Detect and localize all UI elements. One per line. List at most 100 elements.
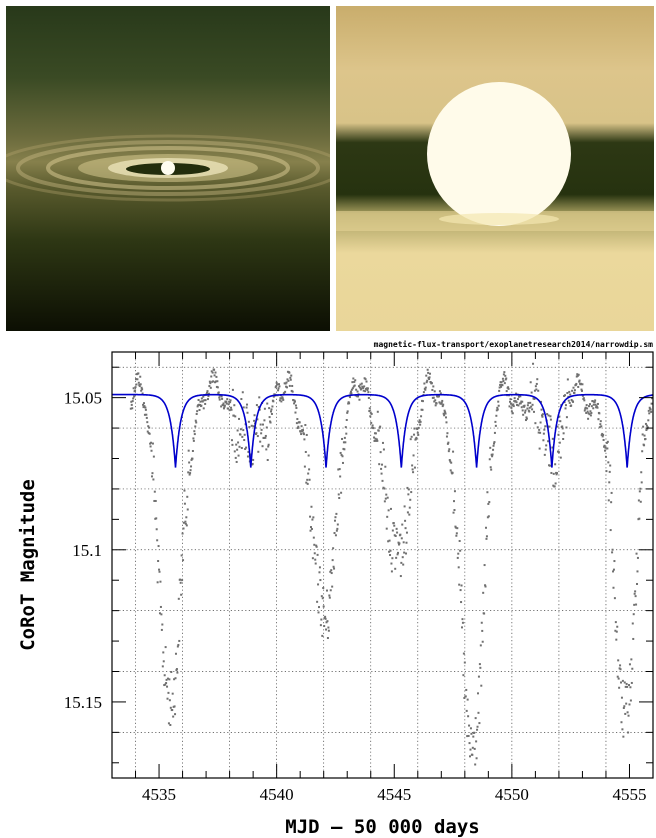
data-point [324,615,327,618]
data-point [502,380,505,383]
data-point [381,479,384,482]
data-point [243,439,246,442]
data-point [476,692,479,695]
data-point [204,399,207,402]
data-point [228,409,231,412]
data-point [158,612,161,615]
data-point [343,448,346,451]
data-point [289,376,292,379]
data-point [460,601,463,604]
data-point [604,449,607,452]
data-point [489,446,492,449]
data-point [325,589,328,592]
data-point [403,551,406,554]
data-point [593,400,596,403]
data-point [362,389,365,392]
data-point [491,455,494,458]
data-point [354,379,357,382]
data-point [566,392,569,395]
grid-lines [112,352,654,778]
data-point [570,404,573,407]
data-point [258,396,261,399]
data-point [573,389,576,392]
data-point [419,423,422,426]
data-point [419,420,422,423]
data-point [564,404,567,407]
data-point [642,425,645,428]
data-point [248,426,251,429]
data-point [458,539,461,542]
data-point [341,437,344,440]
data-point [513,397,516,400]
data-point [466,698,469,701]
data-point [315,544,318,547]
data-point [406,486,409,489]
data-point [384,465,387,468]
data-point [631,622,634,625]
data-point [461,626,464,629]
data-point [312,516,315,519]
data-point [499,383,502,386]
data-point [570,398,573,401]
data-point [135,383,138,386]
data-point [463,696,466,699]
data-point [410,491,413,494]
data-point [291,384,294,387]
data-point [222,407,225,410]
data-point [605,441,608,444]
data-point [550,471,553,474]
data-point [628,703,631,706]
source-path-label: magnetic-flux-transport/exoplanetresearc… [374,339,654,349]
data-point [483,564,486,567]
data-point [239,428,242,431]
data-point [379,425,382,428]
data-point [381,441,384,444]
data-point [367,396,370,399]
data-point [502,373,505,376]
data-point [631,667,634,670]
data-point [236,429,239,432]
data-point [149,445,152,448]
data-point [402,541,405,544]
data-point [378,463,381,466]
data-point [626,685,629,688]
data-point [360,387,363,390]
data-point [588,413,591,416]
data-point [147,425,150,428]
data-point [344,441,347,444]
data-point [449,460,452,463]
data-point [445,416,448,419]
data-point [629,686,632,689]
data-point [529,381,532,384]
data-point [585,404,588,407]
data-point [396,531,399,534]
data-point [374,437,377,440]
data-point [220,405,223,408]
data-point [261,445,264,448]
data-point [146,421,149,424]
data-point [347,401,350,404]
data-point [636,570,639,573]
data-point [509,402,512,405]
data-point [496,406,499,409]
data-point [485,535,488,538]
data-point [243,433,246,436]
data-point [162,651,165,654]
data-point [313,543,316,546]
data-point [639,487,642,490]
data-point [623,681,626,684]
data-point [372,427,375,430]
data-point [321,597,324,600]
data-point [351,387,354,390]
data-point [455,534,458,537]
data-point [528,406,531,409]
data-point [576,373,579,376]
data-point [590,411,593,414]
data-point [166,677,169,680]
data-point [610,501,613,504]
data-point [388,550,391,553]
data-point [280,400,283,403]
data-point [287,379,290,382]
data-point [293,402,296,405]
data-point [326,637,329,640]
